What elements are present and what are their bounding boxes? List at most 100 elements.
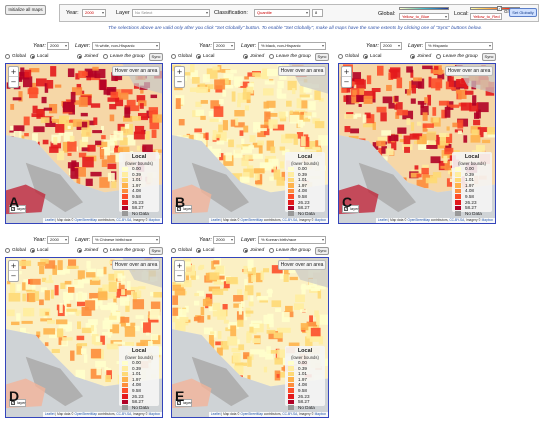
- global-radio[interactable]: [171, 248, 176, 253]
- class-count-select[interactable]: 8: [312, 9, 323, 17]
- legend-swatch: [288, 211, 294, 216]
- layer-select[interactable]: % black, non-Hispanic ▾: [258, 42, 326, 50]
- joined-radio[interactable]: [77, 54, 82, 59]
- sync-button[interactable]: Sync: [315, 53, 329, 61]
- layer-checkbox[interactable]: ✓: [11, 207, 15, 211]
- leave-group-radio[interactable]: [103, 248, 108, 253]
- mapbox-link[interactable]: Mapbox: [314, 412, 326, 416]
- choropleth-map-e[interactable]: + − Hover over an area Local (lower boun…: [171, 257, 329, 418]
- global-year-select[interactable]: 2000 ▾: [82, 9, 106, 17]
- layer-toggle[interactable]: ✓ layer: [175, 205, 192, 213]
- leaflet-link[interactable]: Leaflet: [44, 218, 55, 222]
- joined-radio[interactable]: [410, 54, 415, 59]
- joined-radio[interactable]: [77, 248, 82, 253]
- classification-select[interactable]: Quantile ▾: [254, 9, 310, 17]
- layer-checkbox[interactable]: ✓: [344, 207, 348, 211]
- choropleth-map-b[interactable]: + − Hover over an area Local (lower boun…: [171, 63, 329, 224]
- sync-button[interactable]: Sync: [482, 53, 496, 61]
- leaflet-link[interactable]: Leaflet: [377, 218, 388, 222]
- mapbox-link[interactable]: Mapbox: [148, 218, 160, 222]
- zoom-control: + −: [174, 260, 185, 282]
- zoom-in-button[interactable]: +: [175, 68, 184, 77]
- layer-toggle[interactable]: ✓ layer: [9, 399, 26, 407]
- choropleth-map-a[interactable]: + − Hover over an area Local (lower boun…: [5, 63, 163, 224]
- choropleth-map-c[interactable]: + − Hover over an area Local (lower boun…: [338, 63, 496, 224]
- zoom-in-button[interactable]: +: [175, 262, 184, 271]
- leave-group-radio[interactable]: [269, 248, 274, 253]
- grouping-all-checkbox[interactable]: ✓: [497, 6, 502, 11]
- zoom-in-button[interactable]: +: [342, 68, 351, 77]
- local-radio[interactable]: [363, 54, 368, 59]
- global-radio[interactable]: [5, 248, 10, 253]
- cc-link[interactable]: CC-BY-SA: [449, 218, 465, 222]
- year-select[interactable]: 2000 ▾: [380, 42, 402, 50]
- osm-link[interactable]: OpenStreetMap: [74, 412, 97, 416]
- zoom-out-button[interactable]: −: [10, 272, 17, 280]
- legend-swatch: [122, 200, 128, 205]
- osm-link[interactable]: OpenStreetMap: [240, 218, 263, 222]
- global-radio[interactable]: [171, 54, 176, 59]
- sync-button[interactable]: Sync: [149, 247, 163, 255]
- leave-group-radio[interactable]: [103, 54, 108, 59]
- mapbox-link[interactable]: Mapbox: [481, 218, 493, 222]
- choropleth-map-d[interactable]: + − Hover over an area Local (lower boun…: [5, 257, 163, 418]
- zoom-out-button[interactable]: −: [176, 78, 183, 86]
- zoom-out-button[interactable]: −: [10, 78, 17, 86]
- local-ramp-select[interactable]: Yellow_to_Red: [470, 13, 502, 20]
- layer-checkbox[interactable]: ✓: [177, 401, 181, 405]
- sync-button[interactable]: Sync: [315, 247, 329, 255]
- year-select[interactable]: 2000 ▾: [213, 236, 235, 244]
- osm-link[interactable]: OpenStreetMap: [240, 412, 263, 416]
- layer-select[interactable]: % Korean birth/race ▾: [258, 236, 326, 244]
- layer-checkbox[interactable]: ✓: [11, 401, 15, 405]
- legend-swatch: [288, 399, 294, 405]
- year-select[interactable]: 2000 ▾: [213, 42, 235, 50]
- leaflet-link[interactable]: Leaflet: [44, 412, 55, 416]
- mapbox-link[interactable]: Mapbox: [314, 218, 326, 222]
- initialize-all-maps-button[interactable]: Initialize all maps: [5, 5, 46, 15]
- legend-row: 4.08: [455, 188, 489, 194]
- leave-group-radio[interactable]: [269, 54, 274, 59]
- global-radio[interactable]: [338, 54, 343, 59]
- global-layer-select[interactable]: No Select ▾: [132, 9, 210, 17]
- layer-toggle[interactable]: ✓ layer: [9, 205, 26, 213]
- year-select[interactable]: 2000 ▾: [47, 42, 69, 50]
- osm-link[interactable]: OpenStreetMap: [74, 218, 97, 222]
- legend-value: No Data: [298, 404, 315, 410]
- layer-select[interactable]: % Chinese birth/race ▾: [92, 236, 160, 244]
- legend-value: No Data: [132, 404, 149, 410]
- zoom-out-button[interactable]: −: [176, 272, 183, 280]
- zoom-out-button[interactable]: −: [343, 78, 350, 86]
- layer-toggle[interactable]: ✓ layer: [342, 205, 359, 213]
- leaflet-link[interactable]: Leaflet: [210, 412, 221, 416]
- cc-link[interactable]: CC-BY-SA: [282, 412, 298, 416]
- zoom-in-button[interactable]: +: [9, 262, 18, 271]
- layer-select[interactable]: % white, non-Hispanic ▾: [92, 42, 160, 50]
- legend-row: 1.01: [288, 177, 322, 183]
- local-radio[interactable]: [196, 248, 201, 253]
- joined-radio[interactable]: [243, 54, 248, 59]
- global-radio[interactable]: [5, 54, 10, 59]
- leaflet-link[interactable]: Leaflet: [210, 218, 221, 222]
- local-ramp-label: Local:: [454, 11, 469, 17]
- layer-toggle[interactable]: ✓ layer: [175, 399, 192, 407]
- local-radio[interactable]: [30, 248, 35, 253]
- cc-link[interactable]: CC-BY-SA: [116, 218, 132, 222]
- mapbox-link[interactable]: Mapbox: [148, 412, 160, 416]
- sync-button[interactable]: Sync: [149, 53, 163, 61]
- cc-link[interactable]: CC-BY-SA: [116, 412, 132, 416]
- global-ramp-select[interactable]: Yellow_to_Blue ▾: [399, 13, 449, 20]
- leave-group-radio[interactable]: [436, 54, 441, 59]
- layer-select[interactable]: % Hispanic ▾: [425, 42, 493, 50]
- year-select[interactable]: 2000 ▾: [47, 236, 69, 244]
- instruction-note: The selections above are valid only afte…: [108, 26, 482, 31]
- zoom-in-button[interactable]: +: [9, 68, 18, 77]
- layer-checkbox[interactable]: ✓: [177, 207, 181, 211]
- hover-info-box: Hover over an area: [112, 260, 160, 270]
- local-radio[interactable]: [196, 54, 201, 59]
- osm-link[interactable]: OpenStreetMap: [407, 218, 430, 222]
- local-radio[interactable]: [30, 54, 35, 59]
- cc-link[interactable]: CC-BY-SA: [282, 218, 298, 222]
- joined-radio[interactable]: [243, 248, 248, 253]
- set-globally-button[interactable]: Set Globally: [509, 8, 537, 17]
